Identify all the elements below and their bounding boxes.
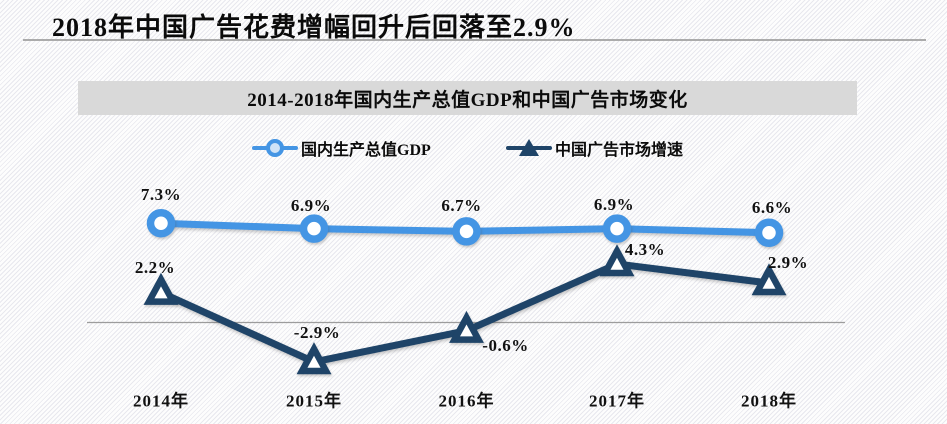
gdp-data-label: 6.9% [593,194,635,214]
ad-market-point-marker [751,263,787,296]
gdp-data-label: 7.3% [140,185,182,205]
legend-item-gdp: 国内生产总值GDP [252,138,431,159]
gdp-data-label: 6.7% [441,196,482,216]
ad-market-point-marker [599,244,635,277]
x-axis-label: 2015年 [286,391,342,411]
gdp-point-marker [754,218,784,247]
title-underline [23,39,926,41]
ad-market-data-label: 2.9% [767,253,809,273]
gdp-point-marker [452,217,481,246]
ad-market-data-label: -2.9% [293,322,341,342]
legend-label-ad-market: 中国广告市场增速 [555,142,684,159]
x-axis-label: 2018年 [741,391,797,411]
gdp-point-marker [146,208,176,238]
x-axis-label: 2014年 [133,391,189,411]
x-axis-label: 2017年 [589,391,645,411]
page-title: 2018年中国广告花费增幅回升后回落至2.9% [52,13,576,42]
ad-triangle-marker-icon [506,138,552,158]
ad-market-data-label: 4.3% [624,240,666,260]
gdp-point-marker [602,214,632,243]
ad-market-point-marker [449,310,484,343]
chart-title: 2014-2018年国内生产总值GDP和中国广告市场变化 [78,81,857,115]
gdp-circle-marker-icon [252,138,298,158]
ad-market-point-marker [143,272,179,305]
legend-label-gdp: 国内生产总值GDP [301,142,431,159]
gdp-data-label: 6.9% [290,195,332,215]
series-line-ad-market [157,260,773,366]
x-axis-label: 2016年 [438,391,495,411]
ad-market-data-label: 2.2% [134,257,176,277]
ad-market-point-marker [296,342,332,375]
gdp-data-label: 6.6% [751,197,793,217]
ad-market-data-label: -0.6% [482,335,529,355]
legend-item-ad-market: 中国广告市场增速 [506,138,684,159]
gdp-point-marker [299,214,329,243]
